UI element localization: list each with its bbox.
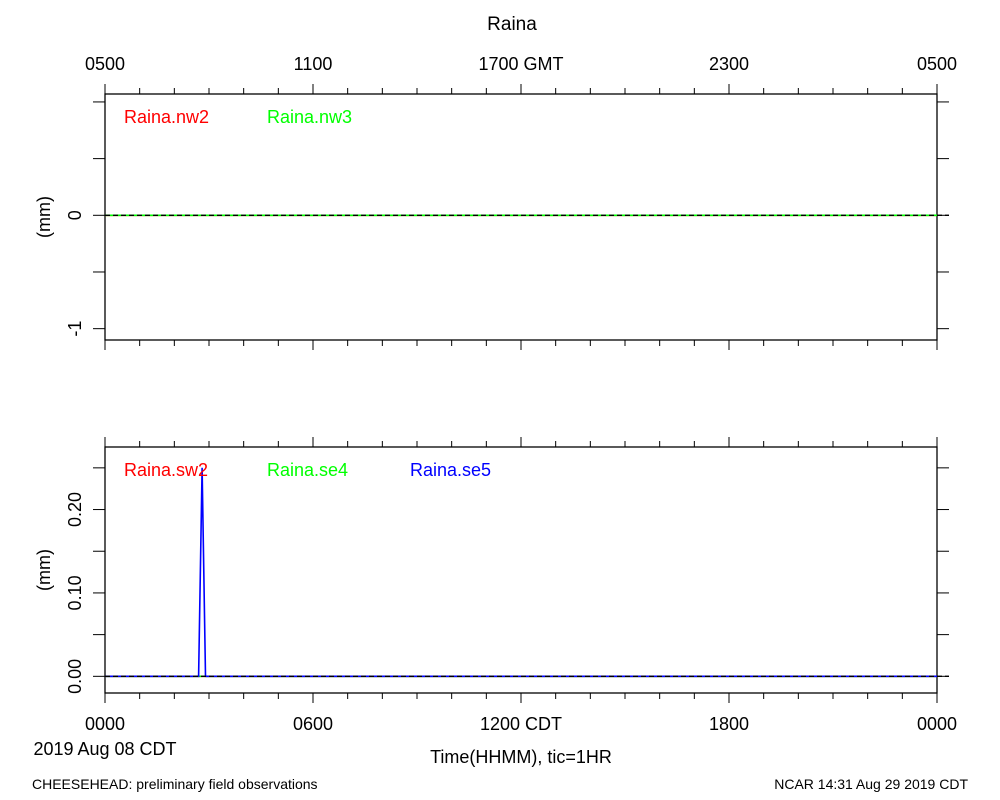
y-axis-label: (mm) [34,196,54,238]
top-tick-label: 0500 [85,54,125,74]
upper-panel: 0 -1 (mm) Raina.nw2 Raina.nw3 [34,84,949,350]
legend-entry: Raina.nw2 [124,107,209,127]
y-tick-label: 0.00 [65,659,85,694]
y-tick-label: 0.10 [65,575,85,610]
y-tick-label: -1 [65,321,85,337]
bottom-tick-label: 0000 [917,714,957,734]
figure-title: Raina [487,14,537,35]
bottom-tick-label: 1200 CDT [480,714,562,734]
lower-panel: 0.00 0.10 0.20 (mm) Raina.sw2 Raina.se4 Raina.… [34,437,949,703]
top-tick-label: 0500 [917,54,957,74]
bottom-tick-label: 0600 [293,714,333,734]
y-axis-label: (mm) [34,549,54,591]
y-tick-label: 0.20 [65,492,85,527]
series-line-Raina.se5 [105,467,937,678]
legend-entry: Raina.nw3 [267,107,352,127]
bottom-axis-tick-labels: 0000 0600 1200 CDT 1800 0000 [85,714,957,734]
plot-frame [104,446,938,694]
footer-right: NCAR 14:31 Aug 29 2019 CDT [774,776,968,792]
date-label: 2019 Aug 08 CDT [33,739,176,759]
top-tick-label: 1700 GMT [478,54,563,74]
bottom-tick-label: 1800 [709,714,749,734]
top-tick-label: 2300 [709,54,749,74]
bottom-tick-label: 0000 [85,714,125,734]
legend-entry: Raina.se5 [410,460,491,480]
y-tick-label: 0 [65,210,85,220]
x-axis-label: Time(HHMM), tic=1HR [430,747,612,767]
legend-entry: Raina.sw2 [124,460,208,480]
top-tick-label: 1100 [294,54,333,74]
plot-frame [104,93,938,341]
footer-left: CHEESEHEAD: preliminary field observatio… [32,776,318,792]
top-axis-tick-labels: 0500 1100 1700 GMT 2300 0500 [85,54,957,74]
legend-entry: Raina.se4 [267,460,348,480]
